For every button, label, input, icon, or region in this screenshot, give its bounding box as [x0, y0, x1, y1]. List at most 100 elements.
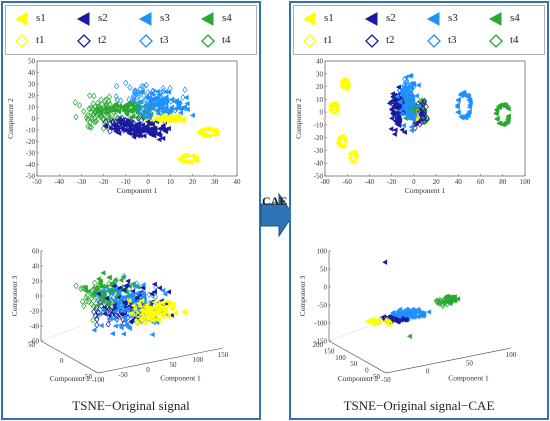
x-tick-label: 80: [499, 178, 507, 186]
y-tick-label: -40: [26, 161, 36, 169]
point-s2-54: [102, 123, 108, 129]
x-tick-label: 0: [146, 178, 150, 186]
point-s3-68: [139, 89, 145, 95]
point-t1-8: [384, 316, 391, 324]
point-t4-74: [84, 114, 90, 121]
point-s2-59: [147, 127, 153, 133]
point-s3-117: [458, 92, 464, 98]
y-tick-label: 10: [28, 104, 36, 112]
x-tick-label: 20: [433, 178, 441, 186]
point-s1-119: [192, 158, 199, 164]
point-s2-85: [140, 125, 147, 132]
point-s3-23: [160, 287, 166, 294]
point-s3-71: [415, 82, 421, 88]
point-s3-41: [162, 89, 168, 95]
point-t2-7: [105, 320, 111, 328]
x-tick-label: 100: [506, 351, 517, 359]
x-axis-label: Component 1: [405, 186, 446, 195]
x-tick-label: 50: [466, 359, 474, 367]
point-s3-86: [142, 106, 148, 113]
point-s3-61: [156, 92, 162, 98]
point-s3-50: [406, 311, 412, 318]
point-s4-67: [110, 107, 116, 113]
point-s3-81: [98, 322, 104, 329]
point-s2-78: [136, 126, 142, 132]
point-s2-78: [148, 291, 154, 297]
point-s4-90: [496, 104, 502, 111]
left-3d-scatter: -60 -40 -20 0 20 40 60 Component 3 -50 0 50 Compone…: [10, 248, 229, 385]
x-tick-label: 150: [218, 351, 229, 359]
point-t3-18: [139, 82, 145, 90]
point-s3-78: [159, 100, 166, 107]
y-tick-label: 20: [28, 92, 36, 100]
point-s3-45: [155, 110, 161, 117]
point-s3-58: [400, 310, 406, 317]
point-t4-1: [81, 302, 87, 310]
x-tick-label: 40: [234, 178, 242, 186]
point-s3-89: [155, 100, 161, 106]
point-s4-7: [90, 291, 96, 298]
point-s2-75: [151, 281, 157, 287]
point-t1-18: [136, 318, 143, 326]
point-t2-37: [138, 116, 145, 124]
point-s3-76: [162, 291, 168, 297]
point-s1-37: [131, 306, 138, 312]
point-s4-23: [128, 114, 134, 121]
point-t3-51: [132, 87, 138, 94]
point-t3-58: [134, 94, 141, 102]
point-s1-17: [340, 76, 347, 83]
point-t4-14: [434, 298, 440, 306]
x-tick-label: -30: [77, 178, 87, 186]
x-tick-label: 0: [412, 178, 416, 186]
point-s1-75: [353, 154, 359, 160]
point-s1-81: [208, 126, 214, 132]
point-s2-89: [126, 122, 132, 129]
point-s3-63: [408, 124, 414, 130]
point-s3-39: [154, 88, 160, 95]
point-s2-74: [395, 114, 401, 120]
point-s3-47: [147, 98, 153, 104]
point-s2-32: [151, 133, 157, 139]
y-tick-label: 30: [28, 81, 36, 89]
right-legend: s1 s2 s3 s4 t1 t2 t3 t4: [293, 5, 545, 55]
point-s3-35: [177, 110, 183, 116]
point-s4-34: [83, 288, 89, 294]
point-s4-30: [103, 284, 109, 290]
point-s1-22: [138, 311, 144, 318]
point-s1-88: [213, 130, 220, 136]
point-s3-70: [164, 98, 170, 104]
point-s4-6: [135, 284, 141, 290]
point-s3-57: [407, 109, 413, 116]
point-s2-27: [110, 121, 116, 128]
point-s1-56: [161, 311, 167, 317]
legend-label-t1: t1: [36, 34, 45, 46]
point-t1-6: [386, 318, 392, 326]
point-s3-75: [174, 104, 181, 110]
point-s2-71: [144, 126, 150, 132]
point-s1-59: [166, 117, 172, 123]
point-s3-59: [105, 287, 111, 293]
y-tick-label: 0: [320, 109, 324, 117]
point-t3-61: [180, 94, 186, 101]
point-s3-83: [128, 291, 134, 297]
point-s4-87: [493, 106, 499, 113]
point-t4-40: [103, 96, 109, 103]
point-s4-26: [106, 274, 112, 280]
point-s2-3: [95, 291, 101, 297]
point-s2-56: [160, 135, 166, 142]
point-s3-87: [144, 111, 150, 117]
point-s1-42: [180, 116, 186, 122]
z-tick-label: -40: [30, 323, 40, 331]
point-s4-91: [500, 122, 506, 128]
point-s1-58: [159, 114, 165, 121]
x-axis-label: Component 1: [160, 374, 201, 383]
point-s4-15: [96, 108, 102, 114]
point-s1-113: [181, 158, 187, 165]
point-s2-20: [139, 122, 145, 128]
point-s1-19: [139, 297, 145, 304]
y-tick-label: 0: [365, 367, 369, 375]
point-t4-27: [86, 105, 92, 113]
point-s3-56: [416, 312, 422, 319]
point-s3-7: [137, 99, 143, 105]
point-s3-60: [397, 107, 403, 114]
